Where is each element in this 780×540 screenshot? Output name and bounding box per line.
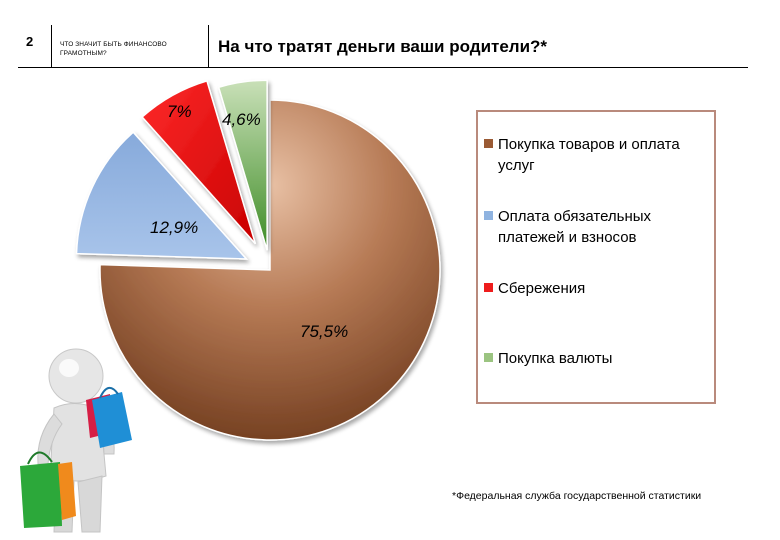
legend-label: Сбережения — [498, 280, 586, 297]
footnote: *Федеральная служба государственной стат… — [452, 490, 702, 502]
legend-swatch-savings — [484, 283, 493, 292]
header-underline — [18, 67, 748, 68]
pie-slice-currency — [217, 79, 268, 251]
section-label: ЧТО ЗНАЧИТ БЫТЬ ФИНАНСОВО ГРАМОТНЫМ? — [60, 41, 167, 57]
legend-entry-payments: Оплата обязательных платежей и взносов — [484, 206, 718, 248]
legend-label: Оплата обязательных платежей и взносов — [498, 208, 652, 246]
header-divider-right — [208, 25, 209, 67]
data-label-purchases: 75,5% — [300, 322, 349, 341]
legend-entry-currency: Покупка валюты — [484, 348, 718, 369]
legend-label: Покупка товаров и оплата услуг — [498, 136, 680, 174]
page-title: На что тратят деньги ваши родители?* — [218, 37, 548, 56]
data-label-payments: 12,9% — [150, 218, 199, 237]
header-divider-left — [51, 25, 52, 67]
shopper-figure-icon — [20, 348, 132, 533]
legend-swatch-purchases — [484, 139, 493, 148]
data-label-currency: 4,6% — [222, 110, 261, 129]
slide-number: 2 — [26, 34, 34, 49]
legend-swatch-payments — [484, 211, 493, 220]
legend-label: Покупка валюты — [498, 350, 613, 367]
legend-entry-savings: Сбережения — [484, 278, 718, 299]
chart-legend: Покупка товаров и оплата услуг Оплата об… — [476, 110, 716, 404]
legend-swatch-currency — [484, 353, 493, 362]
pie-slice-payments — [75, 131, 249, 260]
pie-slice-purchases — [99, 99, 441, 441]
pie-slice-savings — [141, 79, 257, 245]
data-label-savings: 7% — [167, 102, 192, 121]
legend-entry-purchases: Покупка товаров и оплата услуг — [484, 134, 718, 176]
